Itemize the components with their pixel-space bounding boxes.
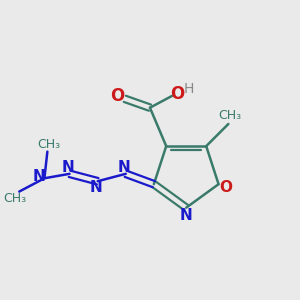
- Text: O: O: [219, 180, 232, 195]
- Text: O: O: [170, 85, 184, 103]
- Text: N: N: [33, 169, 46, 184]
- Text: CH₃: CH₃: [218, 109, 242, 122]
- Text: N: N: [118, 160, 131, 175]
- Text: O: O: [110, 88, 124, 106]
- Text: CH₃: CH₃: [3, 193, 26, 206]
- Text: H: H: [184, 82, 194, 96]
- Text: N: N: [90, 180, 103, 195]
- Text: N: N: [179, 208, 192, 223]
- Text: N: N: [62, 160, 74, 175]
- Text: CH₃: CH₃: [37, 138, 60, 151]
